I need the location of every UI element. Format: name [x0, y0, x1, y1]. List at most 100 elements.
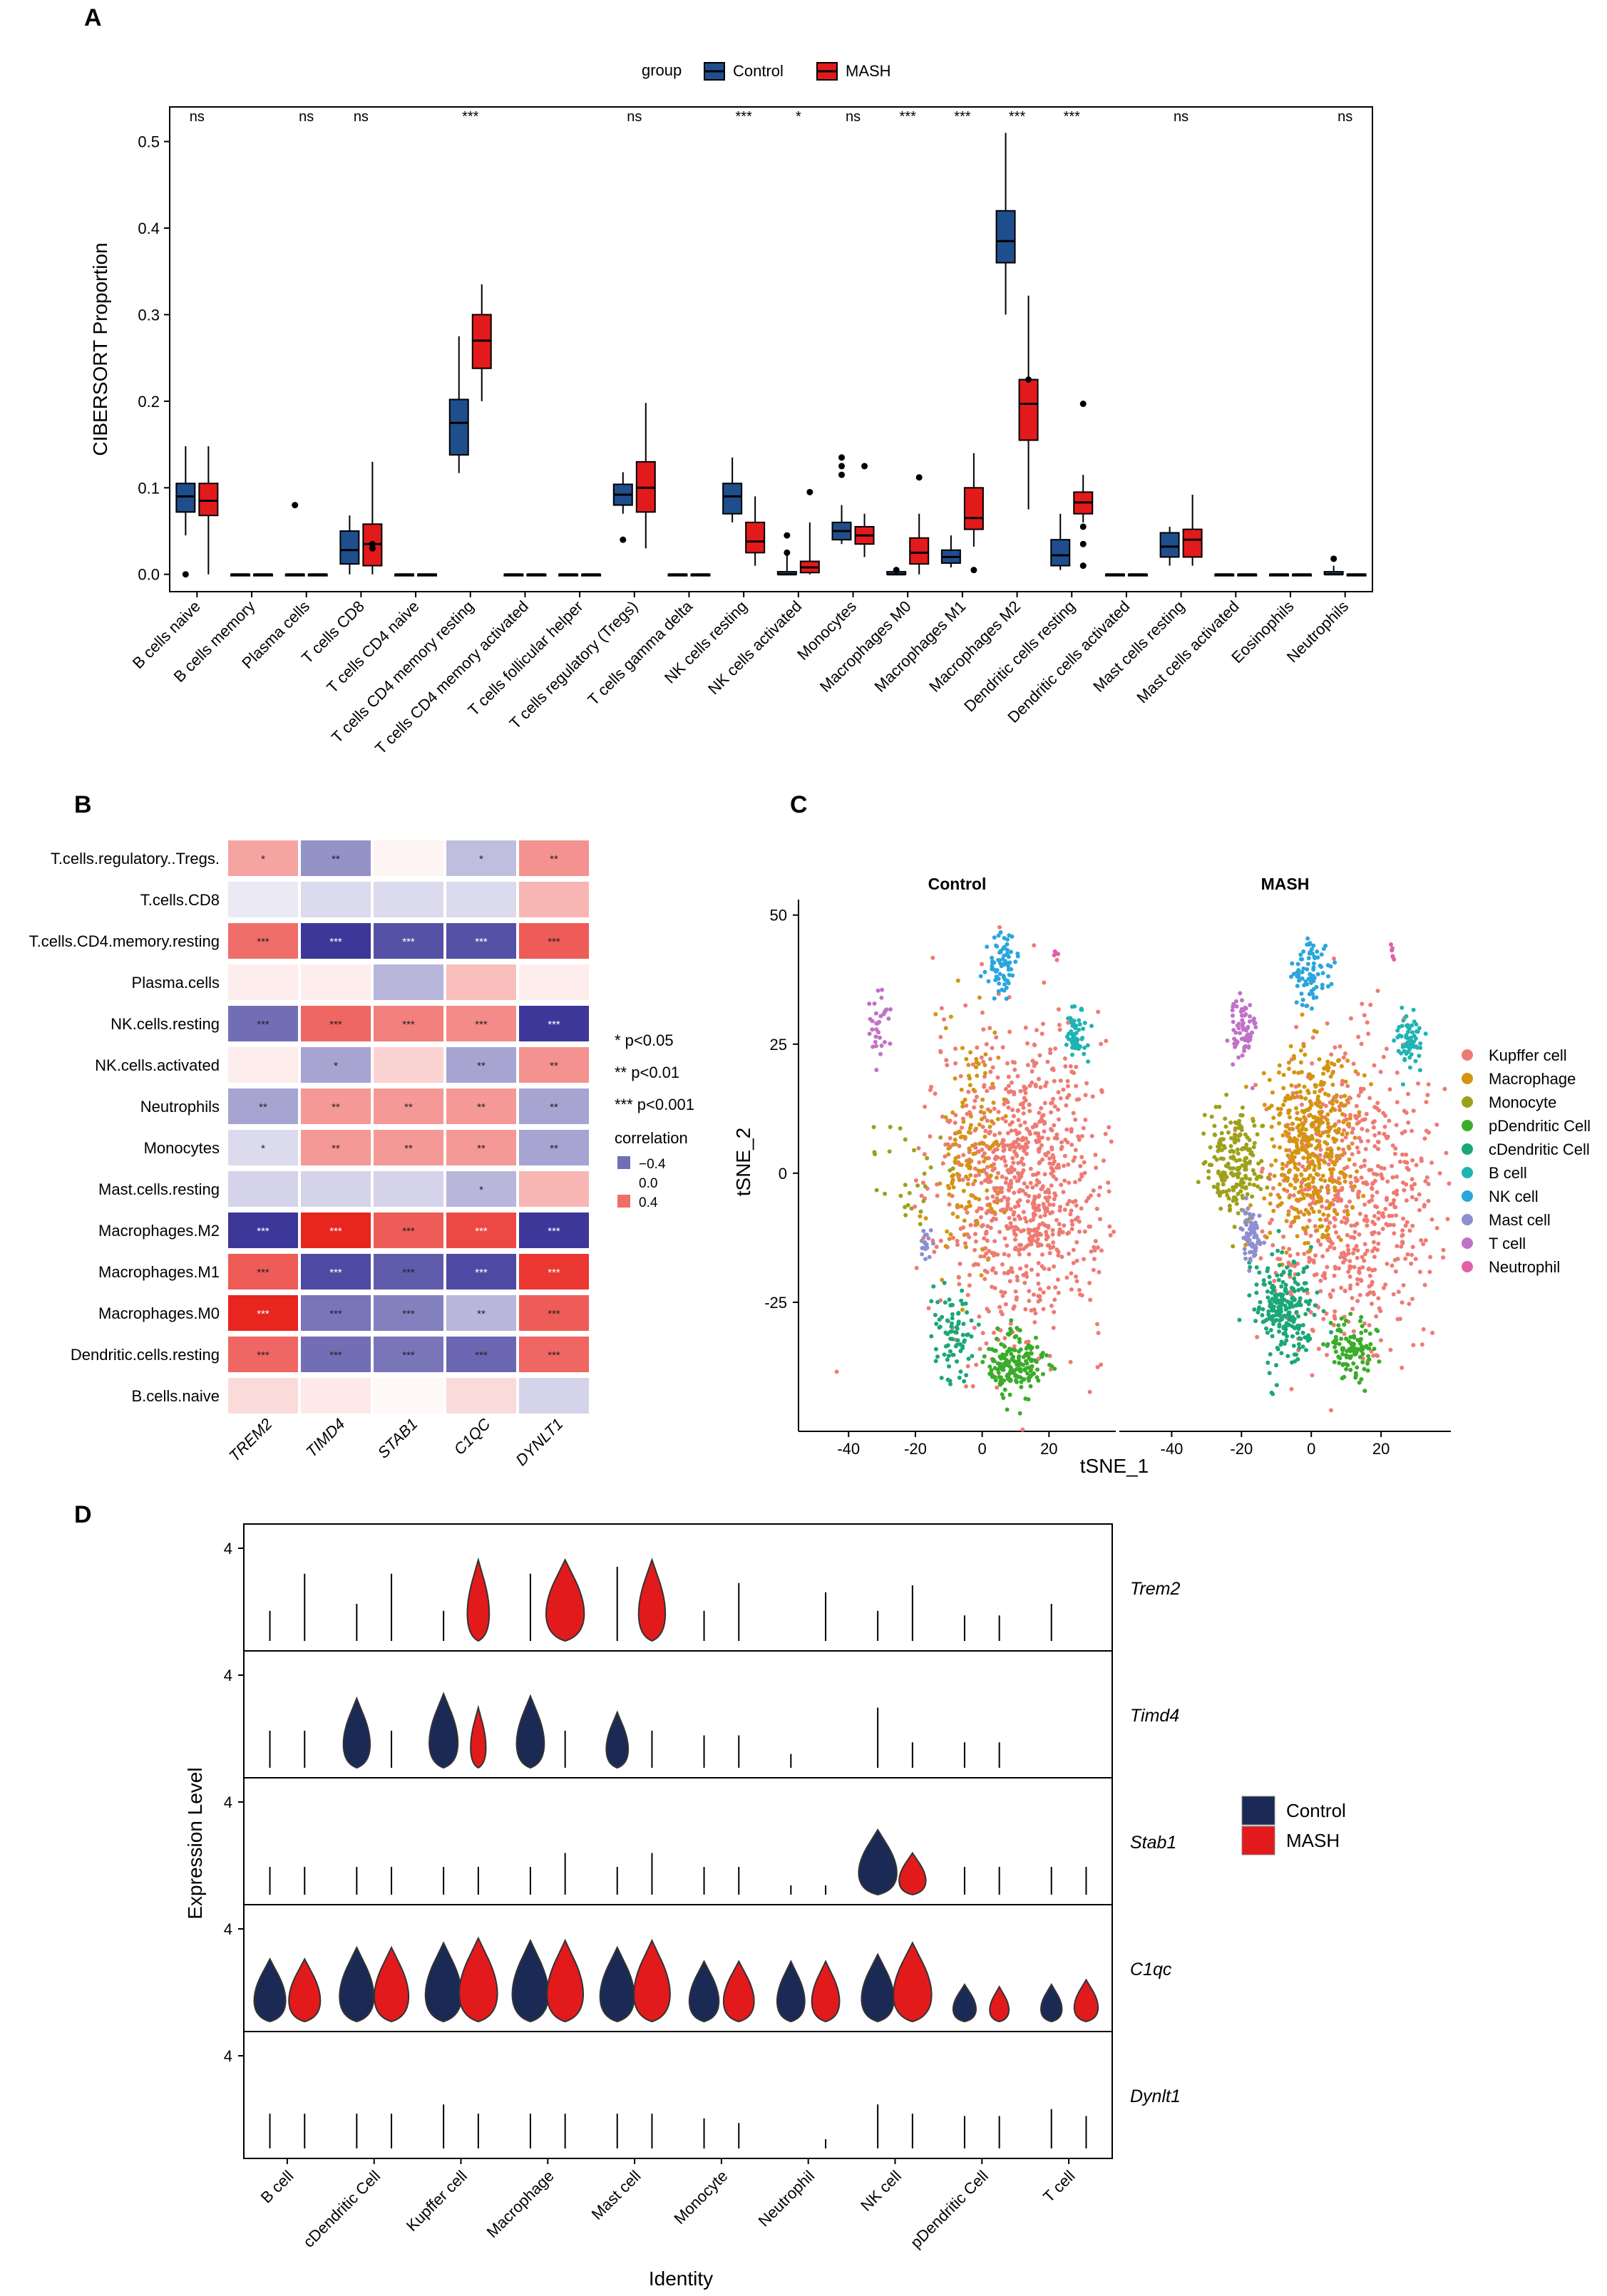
tsne-point-pdendritic-cell: [1367, 1357, 1372, 1362]
tsne-point-macrophage: [966, 1063, 971, 1067]
tsne-point-kupffer-cell: [1023, 1098, 1028, 1103]
tsne-point-kupffer-cell: [1094, 1165, 1099, 1170]
tsne-point-kupffer-cell: [1107, 1125, 1111, 1130]
tsne-point-macrophage: [1307, 1211, 1312, 1216]
tsne-point-macrophage: [971, 1087, 976, 1092]
tsne-point-kupffer-cell: [913, 1178, 918, 1183]
heatmap-cell-macrophages-m0-timd4: [301, 1295, 371, 1331]
box-mash-dendritic-cells-activated: [1127, 573, 1148, 577]
tsne-point-macrophage: [963, 1245, 968, 1250]
tsne-point-pdendritic-cell: [1365, 1361, 1370, 1366]
tsne-point-kupffer-cell: [1410, 1128, 1415, 1133]
tsne-point-kupffer-cell: [1071, 1260, 1076, 1265]
tsne-point-kupffer-cell: [961, 1153, 966, 1158]
tsne-point-macrophage: [1248, 1203, 1253, 1208]
tsne-point-pdendritic-cell: [1356, 1347, 1361, 1352]
tsne-point-kupffer-cell: [1091, 1188, 1096, 1193]
tsne-point-kupffer-cell: [1270, 1242, 1275, 1247]
tsne-point-kupffer-cell: [922, 1152, 927, 1157]
heatmap-star: ***: [402, 1267, 415, 1279]
tsne-point-kupffer-cell: [1362, 1202, 1367, 1207]
tsne-point-cdendritic-cell: [1276, 1229, 1281, 1233]
tsne-point-monocyte: [1238, 1113, 1243, 1118]
tsne-point-kupffer-cell: [972, 1098, 977, 1103]
tsne-point-macrophage: [1311, 1210, 1316, 1214]
tsne-point-kupffer-cell: [1371, 1125, 1376, 1130]
box-body: [909, 537, 930, 565]
y-axis-label-d: Expression Level: [184, 1767, 206, 1919]
heatmap-cell-monocytes-c1qc: [446, 1130, 516, 1165]
tsne-point-kupffer-cell: [985, 1143, 990, 1148]
tsne-point-cdendritic-cell: [1258, 1299, 1263, 1304]
tsne-point-macrophage: [947, 1237, 952, 1242]
tsne-point-kupffer-cell: [1370, 1181, 1375, 1186]
heatmap-cell-monocytes-trem2: [228, 1130, 298, 1165]
tsne-point-nk-cell: [1308, 978, 1313, 983]
tsne-point-macrophage: [1286, 1160, 1291, 1165]
tsne-point-macrophage: [1326, 1133, 1331, 1138]
tsne-point-kupffer-cell: [1051, 1174, 1056, 1179]
x-axis-label-c: tSNE_1: [1080, 1455, 1149, 1477]
tsne-point-nk-cell: [1329, 982, 1334, 987]
tsne-point-monocyte: [898, 1126, 903, 1131]
tsne-point-kupffer-cell: [1077, 1097, 1082, 1102]
tsne-point-kupffer-cell: [1037, 1208, 1042, 1213]
tsne-point-kupffer-cell: [1400, 1131, 1405, 1136]
tsne-point-kupffer-cell: [1079, 1206, 1084, 1211]
tsne-point-kupffer-cell: [1052, 1136, 1057, 1141]
tsne-point-mast-cell: [1249, 1250, 1254, 1255]
tsne-point-kupffer-cell: [1270, 1186, 1275, 1190]
tsne-point-kupffer-cell: [1047, 1161, 1052, 1166]
tsne-point-pdendritic-cell: [1325, 1344, 1330, 1348]
tsne-point-kupffer-cell: [1037, 1287, 1042, 1292]
tsne-point-kupffer-cell: [1372, 1144, 1377, 1149]
tsne-point-kupffer-cell: [955, 1238, 960, 1243]
tsne-point-b-cell: [1417, 1026, 1422, 1031]
tsne-point-macrophage: [948, 1014, 953, 1019]
significance-t-cells-cd4-memory-resting: ***: [462, 109, 479, 125]
tsne-point-macrophage: [948, 1232, 953, 1237]
tsne-point-macrophage: [1298, 1184, 1303, 1189]
tsne-point-pdendritic-cell: [1352, 1352, 1357, 1357]
tsne-point-kupffer-cell: [1097, 1185, 1102, 1190]
tsne-point-macrophage: [1302, 1084, 1307, 1089]
tsne-point-mast-cell: [1243, 1256, 1248, 1261]
heatmap-cell-neutrophils-timd4: [301, 1088, 371, 1124]
tsne-point-cdendritic-cell: [946, 1354, 951, 1359]
heatmap-cell-macrophages-m1-c1qc: [446, 1254, 516, 1289]
tsne-point-macrophage: [1299, 1141, 1304, 1146]
tsne-point-monocyte: [1238, 1132, 1243, 1137]
tsne-point-kupffer-cell: [1426, 1198, 1431, 1203]
tsne-point-kupffer-cell: [1045, 1059, 1050, 1064]
tsne-point-pdendritic-cell: [1339, 1316, 1344, 1321]
tsne-point-kupffer-cell: [1367, 1323, 1372, 1328]
tsne-point-pdendritic-cell: [1344, 1366, 1349, 1371]
tsne-point-kupffer-cell: [1378, 1069, 1383, 1074]
tsne-point-kupffer-cell: [1367, 1096, 1372, 1101]
tsne-point-kupffer-cell: [1067, 1251, 1072, 1256]
tsne-point-cdendritic-cell: [955, 1338, 960, 1343]
tsne-point-macrophage: [1369, 1082, 1373, 1086]
tsne-point-nk-cell: [1305, 967, 1310, 972]
tsne-point-pdendritic-cell: [1008, 1328, 1013, 1333]
y-tick-label-dynlt1: 4: [224, 2047, 232, 2065]
tsne-point-pdendritic-cell: [1025, 1371, 1030, 1376]
significance-nk-cells-resting: ***: [735, 109, 752, 125]
tsne-point-nk-cell: [998, 930, 1003, 935]
tsne-point-kupffer-cell: [1303, 1187, 1308, 1192]
tsne-point-monocyte: [1233, 1126, 1238, 1131]
tsne-point-macrophage: [1311, 1176, 1316, 1181]
legend-key-d-control: [1241, 1796, 1275, 1826]
tsne-point-pdendritic-cell: [1017, 1358, 1021, 1363]
tsne-point-kupffer-cell: [1019, 1174, 1024, 1179]
tsne-point-kupffer-cell: [981, 1027, 986, 1032]
tsne-point-monocyte: [922, 1171, 927, 1176]
tsne-point-kupffer-cell: [980, 1147, 985, 1152]
tsne-point-macrophage: [983, 1052, 988, 1057]
tsne-point-kupffer-cell: [928, 1088, 933, 1093]
tsne-point-kupffer-cell: [1018, 1216, 1023, 1221]
tsne-point-pdendritic-cell: [1352, 1334, 1357, 1339]
box-mash-t-cells-cd4-naive: [417, 573, 438, 577]
tsne-point-kupffer-cell: [1407, 1302, 1412, 1307]
tsne-point-kupffer-cell: [948, 1136, 953, 1141]
